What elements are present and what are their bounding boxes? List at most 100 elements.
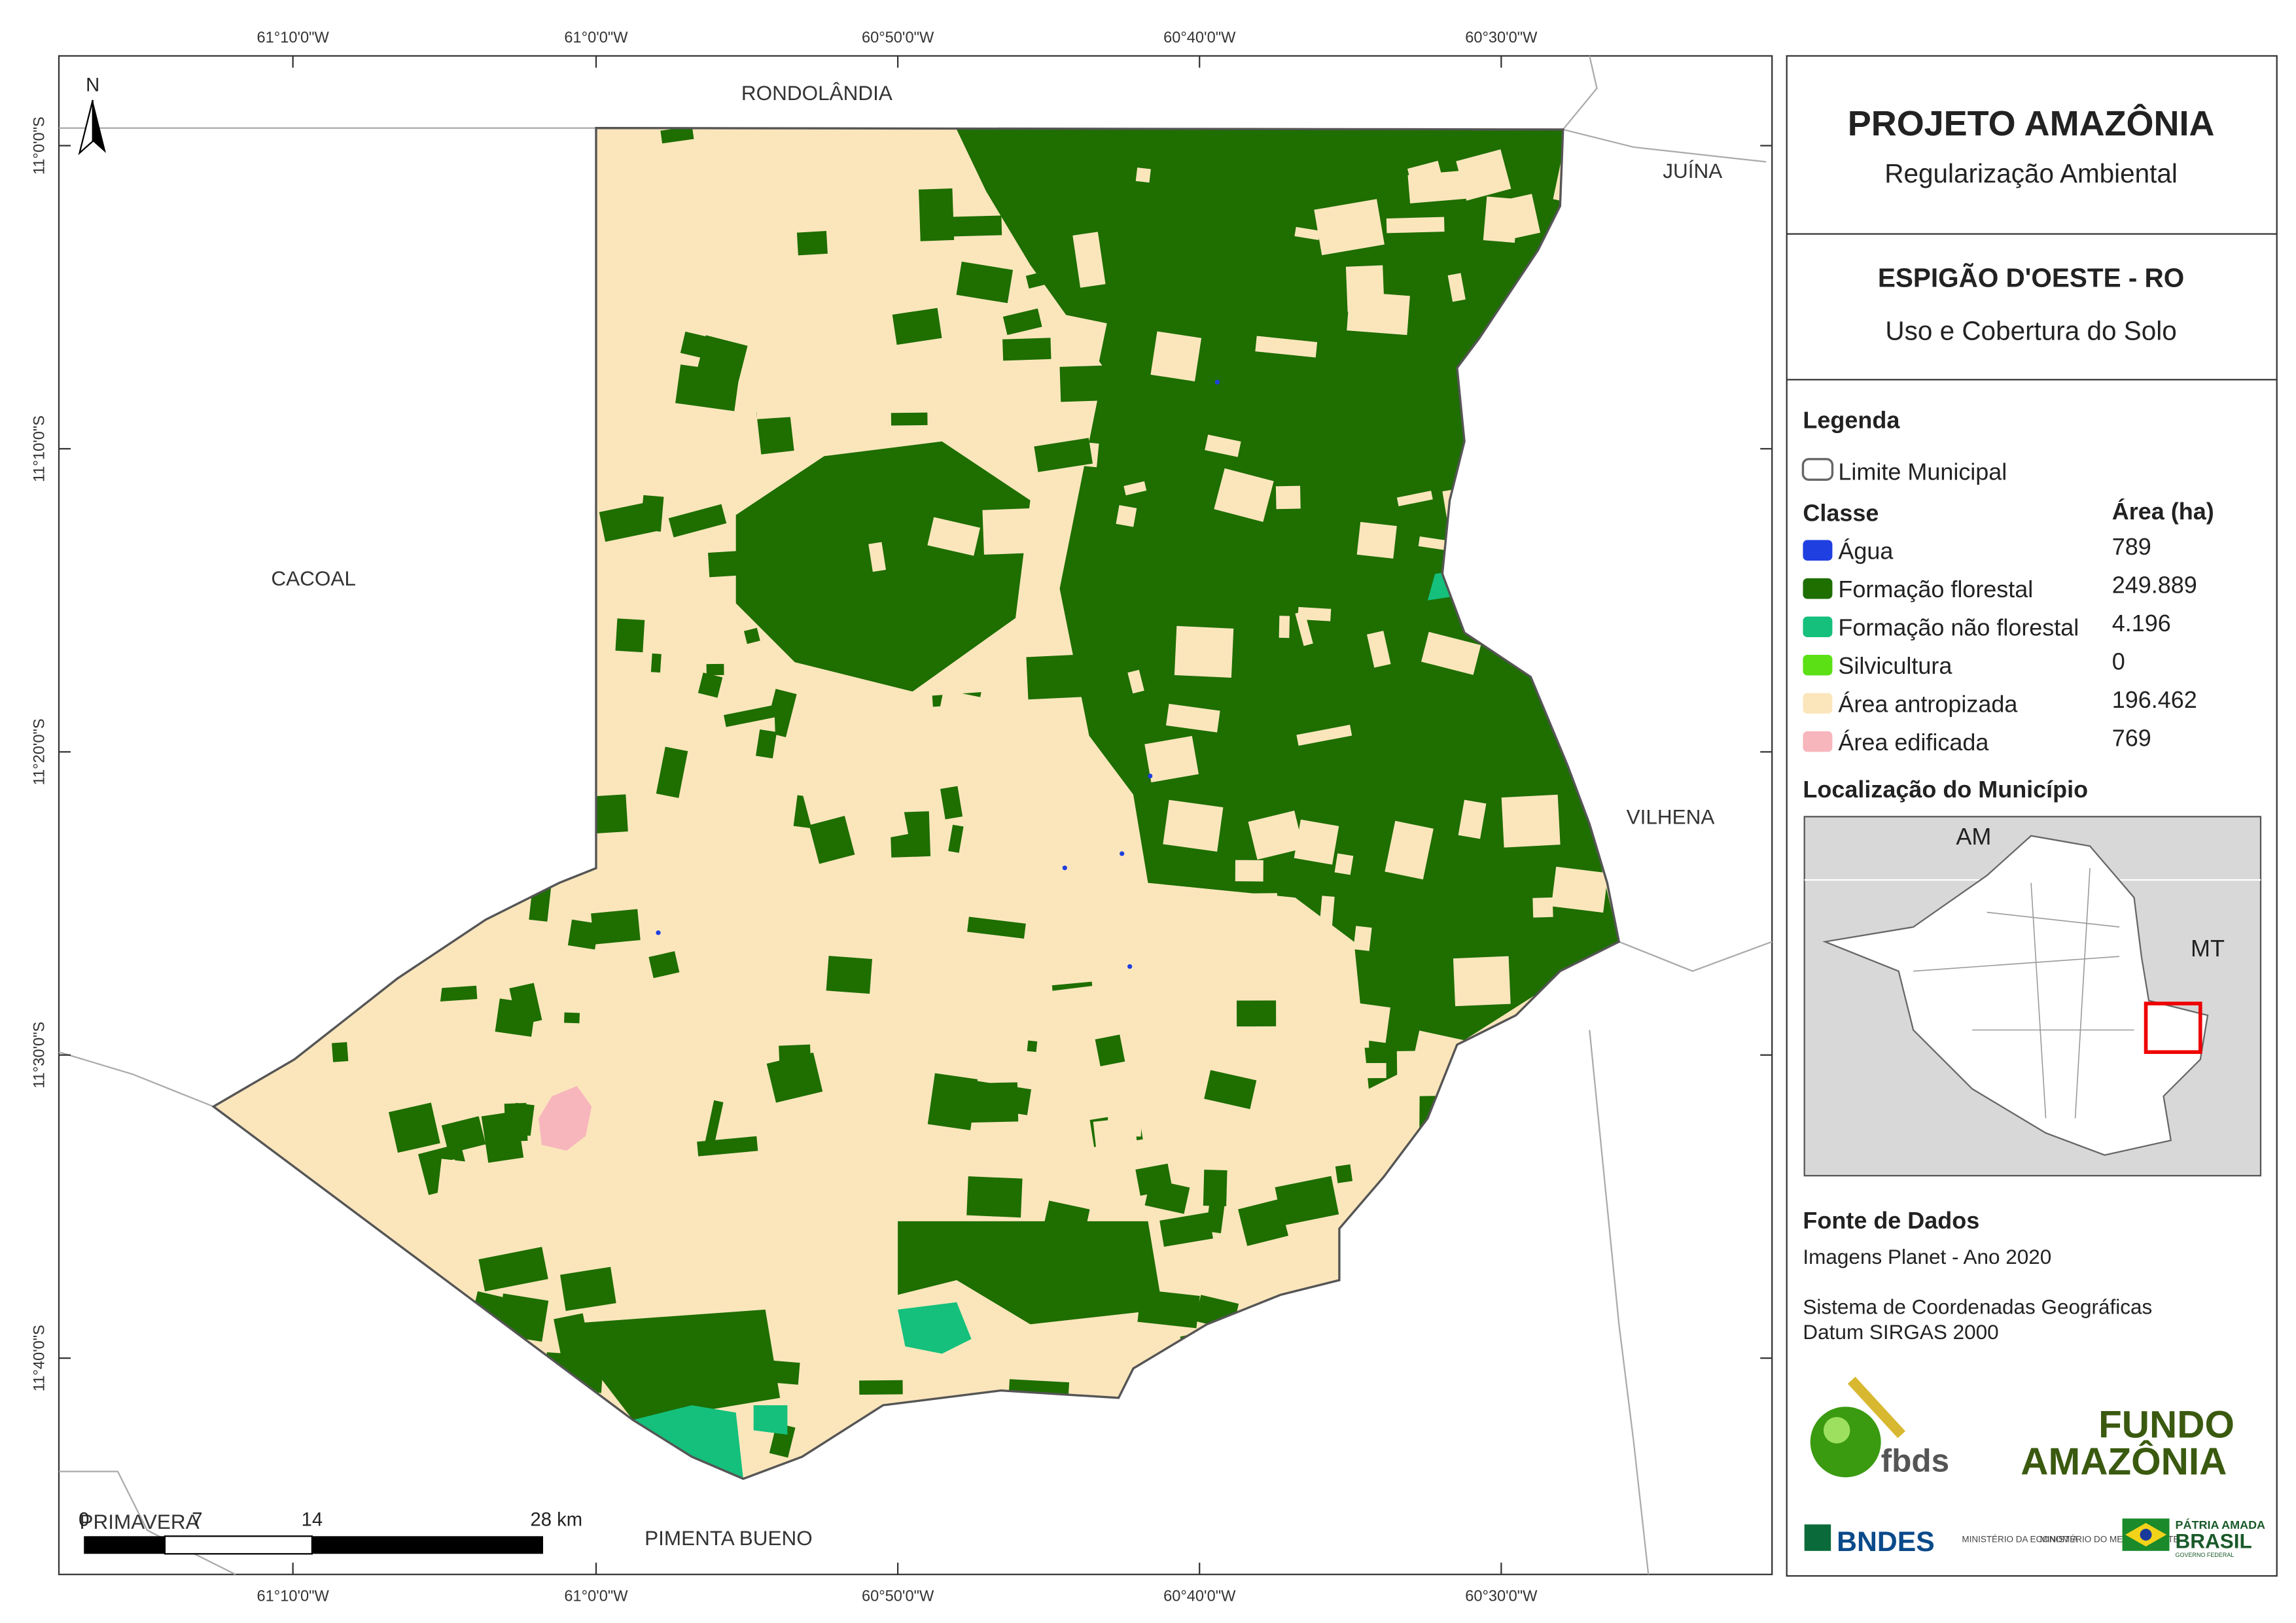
anthropized-patch — [868, 542, 887, 572]
anthropized-patch — [1144, 736, 1199, 783]
forest-patch — [1238, 1198, 1289, 1246]
anthropized-patch — [1385, 820, 1434, 880]
anthropized-patch — [1421, 631, 1481, 675]
legend-swatch — [1803, 654, 1833, 676]
anthropized-patch — [1345, 265, 1385, 312]
anthropized-patch — [922, 135, 940, 162]
forest-patch — [826, 956, 872, 994]
source-line: Imagens Planet - Ano 2020 — [1803, 1245, 2051, 1268]
anthropized-patch — [1396, 1050, 1442, 1097]
forest-patch — [331, 1041, 349, 1062]
anthropized-patch — [999, 845, 1046, 890]
forest-patch — [1275, 1176, 1339, 1226]
anthropized-patch — [933, 689, 998, 751]
anthropized-patch — [825, 177, 887, 234]
forest-patch — [756, 408, 794, 455]
lat-label: 11°10'0"S — [31, 415, 48, 482]
anthropized-patch — [1503, 194, 1541, 239]
legend-area: 0 — [2112, 648, 2125, 674]
legend-area: 196.462 — [2112, 686, 2197, 713]
lon-label: 61°10'0"W — [257, 29, 330, 46]
north-label: N — [86, 75, 99, 96]
legend-area: 4.196 — [2112, 610, 2171, 637]
anthropized-patch — [422, 965, 445, 1004]
logos: fbds FUNDO AMAZÔNIA BNDES MINISTÉRIO DA … — [1804, 1376, 2265, 1558]
forest-patch — [953, 1082, 1019, 1123]
lon-label: 60°40'0"W — [1163, 29, 1236, 46]
forest-patch — [1204, 1070, 1257, 1109]
forest-patch — [891, 412, 928, 426]
anthropized-patch — [525, 1201, 556, 1223]
forest-patch — [1205, 1195, 1226, 1234]
anthropized-patch — [1334, 853, 1354, 875]
anthropized-patch — [1298, 606, 1332, 621]
forest-patch — [1025, 262, 1082, 289]
anthropized-patch — [1294, 819, 1339, 865]
forest-patch — [966, 1176, 1023, 1218]
anthropized-patch — [728, 1161, 791, 1183]
forest-block — [898, 1221, 1163, 1325]
forest-patch — [564, 1012, 580, 1024]
forest-patch — [706, 663, 724, 676]
forest-patch — [743, 627, 760, 644]
anthropized-patch — [663, 1049, 718, 1098]
forest-patch — [1144, 1179, 1190, 1214]
legend-swatch — [1803, 616, 1833, 637]
non-forest-patch — [898, 1302, 972, 1354]
anthropized-patch — [665, 977, 727, 1024]
anthropized-patch — [1356, 521, 1397, 559]
anthropized-patch — [1222, 1134, 1281, 1158]
forest-patch — [967, 916, 1026, 939]
anthropized-patch — [1501, 794, 1561, 848]
forest-patch — [1051, 130, 1114, 172]
logo-text: BRASIL — [2176, 1529, 2252, 1552]
legend-area: 769 — [2112, 724, 2151, 751]
forest-patch — [1159, 1212, 1213, 1247]
forest-patch — [695, 335, 748, 389]
anthropized-patch — [831, 1215, 866, 1245]
anthropized-patch — [982, 508, 1033, 555]
anthropized-patch — [1279, 616, 1290, 638]
anthropized-patch — [845, 349, 883, 384]
anthropized-patch — [760, 860, 777, 879]
place-label: VILHENA — [1627, 805, 1715, 829]
anthropized-patch — [1165, 703, 1220, 733]
anthropized-patch — [908, 893, 959, 935]
anthropized-patch — [1195, 1263, 1207, 1278]
forest-patch — [1006, 129, 1070, 166]
anthropized-patch — [755, 389, 821, 419]
anthropized-patch — [800, 776, 845, 827]
scale-label: 14 — [302, 1510, 323, 1531]
title: PROJETO AMAZÔNIA — [1848, 103, 2215, 143]
anthropized-patch — [1447, 273, 1466, 302]
forest-patch — [948, 824, 964, 853]
anthropized-patch — [1214, 468, 1274, 522]
anthropized-patch — [1532, 897, 1553, 918]
anthropized-patch — [1080, 1340, 1125, 1393]
forest-patch — [615, 618, 645, 653]
forest-patch — [1069, 556, 1127, 612]
logo-text: MINISTÉRIO DA ECONOMIA — [1962, 1534, 2078, 1544]
logo-text: BNDES — [1837, 1526, 1935, 1558]
class-header: Classe — [1803, 499, 1879, 526]
legend-class: Área edificada — [1838, 729, 1988, 756]
legend-class: Formação não florestal — [1838, 614, 2079, 641]
anthropized-patch — [590, 579, 649, 621]
anthropized-patch — [501, 1186, 522, 1217]
boundary-swatch — [1801, 458, 1834, 481]
anthropized-patch — [650, 1277, 705, 1317]
non-forest-patch — [753, 1405, 788, 1435]
forest-patch — [481, 1111, 524, 1163]
forest-patch — [708, 550, 746, 578]
anthropized-patch — [1205, 434, 1241, 457]
scale-label: 7 — [192, 1510, 202, 1531]
legend-area: 789 — [2112, 533, 2151, 560]
legend-rows: Água 789 Formação florestal 249.889 Formação… — [1803, 533, 2197, 756]
lon-label: 60°30'0"W — [1465, 1588, 1538, 1605]
anthropized-patch — [1218, 893, 1278, 911]
forest-patch — [892, 307, 942, 345]
anthropized-patch — [919, 710, 933, 745]
area-header: Área (ha) — [2112, 498, 2214, 525]
